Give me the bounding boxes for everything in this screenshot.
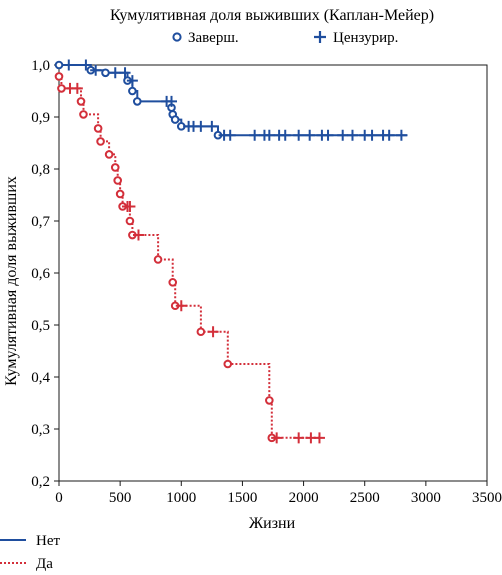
censored-marker bbox=[90, 64, 102, 76]
event-marker bbox=[223, 359, 233, 369]
series-legend: Нет Да bbox=[0, 533, 60, 572]
censored-marker bbox=[224, 129, 236, 141]
x-tick-label: 3500 bbox=[472, 490, 502, 506]
x-tick-label: 0 bbox=[55, 490, 63, 506]
event-marker bbox=[115, 189, 125, 199]
y-tick-label: 0,5 bbox=[31, 318, 50, 334]
event-marker bbox=[54, 60, 64, 70]
y-tick-label: 0,9 bbox=[31, 110, 50, 126]
censored-marker bbox=[383, 129, 395, 141]
censored-marker bbox=[109, 67, 121, 79]
censored-marker bbox=[346, 129, 358, 141]
event-marker bbox=[265, 396, 274, 405]
y-tick-label: 0,4 bbox=[31, 370, 50, 386]
censored-marker bbox=[271, 432, 283, 444]
censored-marker bbox=[313, 432, 325, 444]
event-marker bbox=[153, 255, 163, 264]
censored-marker bbox=[304, 129, 316, 141]
censored-marker bbox=[80, 59, 92, 71]
censored-marker bbox=[322, 129, 334, 141]
censored-marker bbox=[207, 326, 219, 338]
legend-series-da-label: Да bbox=[36, 556, 53, 572]
censored-marker bbox=[126, 75, 138, 87]
censored-marker bbox=[71, 82, 83, 94]
x-tick-label: 1500 bbox=[227, 490, 257, 506]
censored-marker bbox=[263, 129, 275, 141]
censored-marker bbox=[293, 432, 305, 444]
x-tick-label: 500 bbox=[109, 490, 132, 506]
x-axis-label: Жизни bbox=[249, 515, 296, 532]
event-marker bbox=[101, 68, 110, 78]
event-marker bbox=[79, 110, 88, 119]
event-marker bbox=[128, 86, 137, 96]
event-marker bbox=[168, 278, 178, 287]
y-axis: 0,2 0,3 0,4 0,5 0,6 0,7 0,8 0,9 1,0 bbox=[31, 58, 59, 490]
event-marker bbox=[110, 163, 120, 172]
legend-censored-label: Цензурир. bbox=[333, 30, 398, 46]
event-marker bbox=[93, 124, 103, 133]
event-marker bbox=[125, 216, 135, 226]
event-marker bbox=[132, 97, 142, 106]
y-axis-label: Кумулятивная доля выживших bbox=[3, 176, 20, 386]
chart-title: Кумулятивная доля выживших (Каплан-Мейер… bbox=[110, 7, 434, 24]
series-0 bbox=[54, 59, 408, 141]
x-tick-label: 1000 bbox=[166, 490, 196, 506]
event-marker bbox=[96, 137, 105, 146]
censored-marker bbox=[337, 129, 349, 141]
legend-event-label: Заверш. bbox=[188, 30, 239, 46]
y-tick-label: 0,2 bbox=[31, 474, 50, 490]
censored-marker bbox=[206, 120, 218, 132]
censored-marker bbox=[119, 67, 131, 79]
y-tick-label: 0,3 bbox=[31, 422, 50, 438]
censored-marker bbox=[124, 200, 136, 212]
censored-marker bbox=[249, 129, 261, 141]
censored-marker bbox=[166, 95, 178, 107]
censored-marker bbox=[279, 129, 291, 141]
event-marker bbox=[113, 176, 122, 185]
plot-frame bbox=[58, 64, 488, 482]
y-tick-label: 0,7 bbox=[31, 214, 50, 230]
y-tick-label: 0,6 bbox=[31, 266, 50, 282]
x-tick-label: 2500 bbox=[350, 490, 380, 506]
censored-marker bbox=[395, 129, 407, 141]
censored-marker bbox=[132, 229, 144, 241]
marker-legend: Заверш. Цензурир. bbox=[172, 30, 398, 46]
censored-marker bbox=[195, 120, 207, 132]
survival-curve bbox=[59, 75, 322, 439]
event-marker bbox=[57, 84, 66, 93]
legend-event-circle-icon bbox=[172, 32, 182, 42]
censored-marker bbox=[366, 129, 378, 141]
event-marker bbox=[54, 72, 64, 81]
censored-marker bbox=[175, 300, 187, 312]
y-tick-label: 0,8 bbox=[31, 162, 50, 178]
y-tick-label: 1,0 bbox=[31, 58, 50, 74]
legend-censored-plus-icon bbox=[314, 31, 326, 43]
legend-series-net-label: Нет bbox=[36, 533, 60, 549]
event-marker bbox=[170, 115, 180, 124]
x-tick-label: 2000 bbox=[289, 490, 319, 506]
censored-marker bbox=[63, 59, 75, 71]
event-marker bbox=[76, 97, 86, 106]
x-tick-label: 3000 bbox=[411, 490, 441, 506]
censored-marker bbox=[293, 129, 305, 141]
x-axis: 0 500 1000 1500 2000 2500 3000 3500 bbox=[55, 481, 502, 506]
series-1 bbox=[54, 72, 325, 444]
series-layer bbox=[54, 59, 408, 444]
event-marker bbox=[104, 150, 114, 159]
event-marker bbox=[196, 327, 206, 337]
survival-curve bbox=[59, 64, 408, 137]
